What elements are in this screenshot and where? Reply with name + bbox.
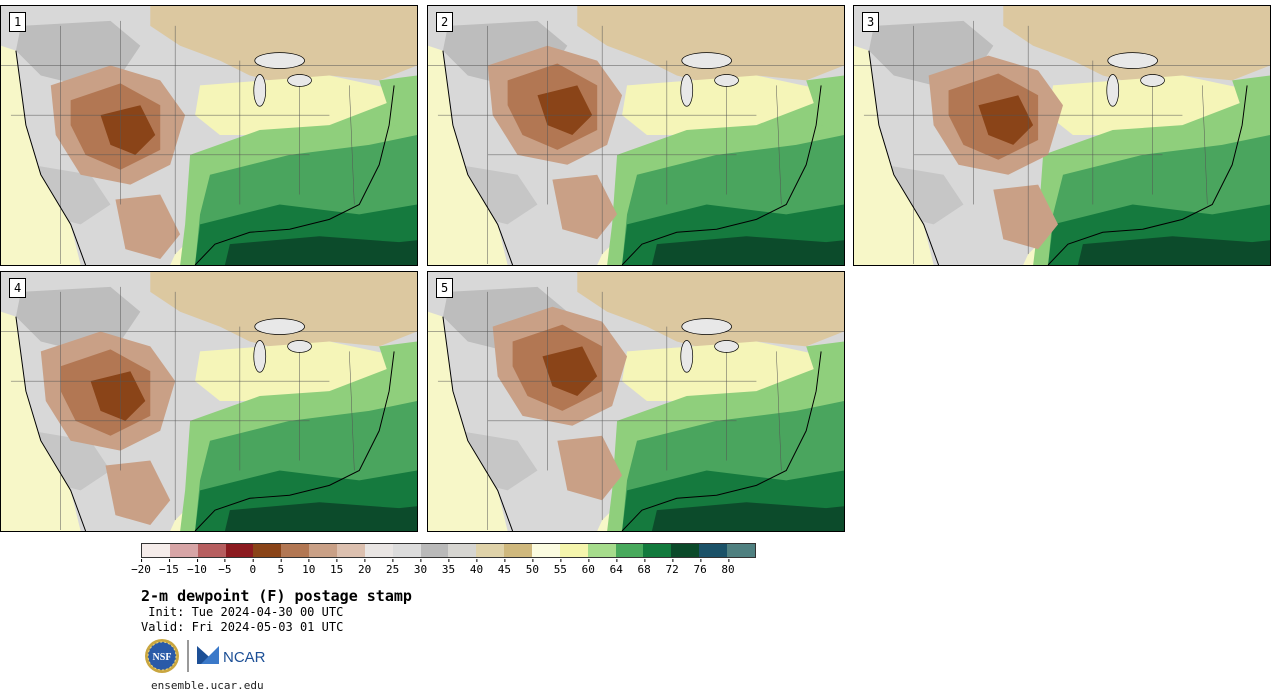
colorbar-tick-label: 20 xyxy=(358,559,372,576)
site-url: ensemble.ucar.edu xyxy=(151,679,264,692)
stamp-panel-1: 1 xyxy=(0,5,418,266)
dewpoint-map xyxy=(1,272,417,531)
colorbar-tick-label: 50 xyxy=(525,559,539,576)
colorbar-swatch xyxy=(699,544,728,557)
ncar-logo-icon: NCAR xyxy=(197,646,266,666)
colorbar-swatch xyxy=(587,544,616,557)
colorbar-tick-label: 25 xyxy=(385,559,400,576)
svg-text:NSF: NSF xyxy=(153,652,172,663)
colorbar-swatch xyxy=(643,544,672,557)
colorbar-swatch xyxy=(671,544,700,557)
colorbar-swatch xyxy=(364,544,393,557)
init-time: Init: Tue 2024-04-30 00 UTC xyxy=(141,605,344,619)
colorbar-tick-label: 68 xyxy=(637,559,651,576)
colorbar-tick-label: −15 xyxy=(159,559,179,576)
colorbar-swatch xyxy=(476,544,505,557)
member-label: 4 xyxy=(9,278,27,298)
nsf-logo-icon: NSF xyxy=(145,639,179,673)
colorbar-tick-label: −5 xyxy=(218,559,232,576)
colorbar-swatch xyxy=(504,544,533,557)
colorbar-tick-label: 64 xyxy=(609,559,623,576)
colorbar-swatch xyxy=(532,544,560,557)
colorbar-tick-label: −20 xyxy=(131,559,151,576)
member-label: 1 xyxy=(9,12,27,32)
colorbar-tick-label: 45 xyxy=(497,559,512,576)
colorbar-swatch xyxy=(169,544,198,557)
colorbar-swatch xyxy=(727,544,755,557)
colorbar-tick-label: −10 xyxy=(186,559,207,576)
colorbar-tick-label: 40 xyxy=(469,559,484,576)
stamp-panel-5: 5 xyxy=(427,271,845,532)
colorbar-swatch xyxy=(337,544,365,557)
logos: NSF NCAR xyxy=(145,639,266,673)
colorbar-tick-label: 80 xyxy=(721,559,735,576)
svg-text:NCAR: NCAR xyxy=(223,649,266,666)
valid-time: Valid: Fri 2024-05-03 01 UTC xyxy=(141,620,344,634)
colorbar-tick-label: 76 xyxy=(693,559,707,576)
figure-title: 2-m dewpoint (F) postage stamp xyxy=(141,587,412,605)
colorbar-tick-label: 72 xyxy=(665,559,679,576)
stamp-panel-4: 4 xyxy=(0,271,418,532)
stamp-panel-3: 3 xyxy=(853,5,1271,266)
colorbar-swatch xyxy=(559,544,588,557)
colorbar-tick-label: 30 xyxy=(413,559,428,576)
colorbar-tick-label: 15 xyxy=(330,559,344,576)
colorbar-swatch xyxy=(281,544,310,557)
colorbar-swatch xyxy=(392,544,421,557)
member-label: 5 xyxy=(436,278,454,298)
colorbar-swatch xyxy=(225,544,254,557)
colorbar-tick-label: 5 xyxy=(277,559,285,576)
dewpoint-map xyxy=(428,272,844,531)
colorbar-swatch xyxy=(309,544,338,557)
dewpoint-map xyxy=(854,6,1270,265)
dewpoint-map xyxy=(428,6,844,265)
dewpoint-map xyxy=(1,6,417,265)
colorbar xyxy=(141,543,756,558)
colorbar-tick-label: 55 xyxy=(553,559,567,576)
colorbar-swatch xyxy=(448,544,477,557)
colorbar-swatch xyxy=(420,544,449,557)
colorbar-swatch xyxy=(197,544,226,557)
colorbar-tick-label: 0 xyxy=(249,559,257,576)
member-label: 2 xyxy=(436,12,454,32)
colorbar-tick-label: 35 xyxy=(441,559,456,576)
colorbar-tick-label: 10 xyxy=(302,559,316,576)
colorbar-swatch xyxy=(253,544,282,557)
stamp-panel-2: 2 xyxy=(427,5,845,266)
member-label: 3 xyxy=(862,12,880,32)
colorbar-tick-label: 60 xyxy=(581,559,595,576)
colorbar-swatch xyxy=(142,544,170,557)
colorbar-ticks: −20 −15 −10 −5 0 5 10 15 20 25 30 35 40 45 50 55 60 64 68 7… xyxy=(131,559,756,576)
colorbar-swatch xyxy=(615,544,644,557)
